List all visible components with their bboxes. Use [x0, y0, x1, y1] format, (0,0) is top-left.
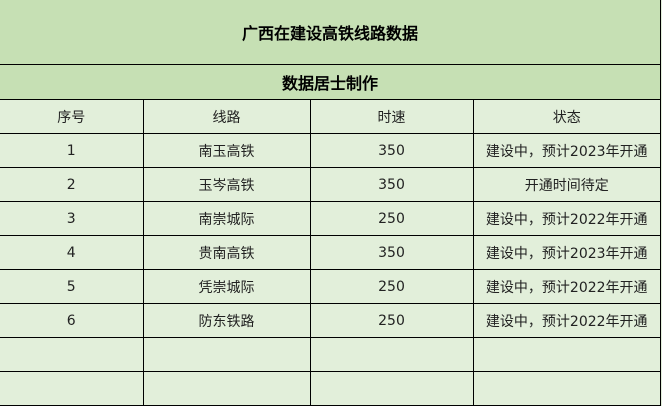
sheet-title: 广西在建设高铁线路数据 — [0, 0, 660, 65]
row-number-cell[interactable] — [0, 371, 144, 406]
status-cell[interactable]: 建设中，预计2022年开通 — [472, 303, 661, 338]
status-cell[interactable]: 建设中，预计2023年开通 — [472, 133, 661, 168]
table-row: 5 凭崇城际 250 建设中，预计2022年开通 — [0, 269, 661, 304]
status-cell[interactable] — [472, 371, 661, 406]
speed-cell[interactable] — [309, 371, 474, 406]
row-number-cell[interactable]: 2 — [0, 167, 144, 202]
row-number-cell[interactable]: 4 — [0, 235, 144, 270]
header-row: 序号 线路 时速 状态 — [0, 100, 661, 134]
row-number-cell[interactable] — [0, 337, 144, 372]
empty-row — [0, 337, 661, 372]
rail-table: 序号 线路 时速 状态 1 南玉高铁 350 建设中，预计2023年开通 2 玉岑高铁 35… — [0, 100, 661, 406]
row-number-cell[interactable]: 6 — [0, 303, 144, 338]
status-cell[interactable] — [472, 337, 661, 372]
header-cell[interactable]: 时速 — [309, 100, 474, 134]
speed-cell[interactable]: 350 — [309, 167, 474, 202]
line-name-cell[interactable] — [142, 371, 311, 406]
table-row: 4 贵南高铁 350 建设中，预计2023年开通 — [0, 235, 661, 270]
table-row: 1 南玉高铁 350 建设中，预计2023年开通 — [0, 133, 661, 168]
line-name-cell[interactable]: 凭崇城际 — [142, 269, 311, 304]
row-number-cell[interactable]: 5 — [0, 269, 144, 304]
line-name-cell[interactable]: 南玉高铁 — [142, 133, 311, 168]
sheet-subtitle: 数据居士制作 — [0, 65, 660, 100]
speed-cell[interactable]: 350 — [309, 235, 474, 270]
speed-cell[interactable]: 250 — [309, 269, 474, 304]
speed-cell[interactable]: 250 — [309, 201, 474, 236]
header-cell[interactable]: 线路 — [142, 100, 311, 134]
status-cell[interactable]: 开通时间待定 — [472, 167, 661, 202]
speed-cell[interactable]: 350 — [309, 133, 474, 168]
table-row: 2 玉岑高铁 350 开通时间待定 — [0, 167, 661, 202]
header-cell[interactable]: 序号 — [0, 100, 144, 134]
speed-cell[interactable] — [309, 337, 474, 372]
status-cell[interactable]: 建设中，预计2022年开通 — [472, 201, 661, 236]
line-name-cell[interactable]: 南崇城际 — [142, 201, 311, 236]
row-number-cell[interactable]: 3 — [0, 201, 144, 236]
table-row: 3 南崇城际 250 建设中，预计2022年开通 — [0, 201, 661, 236]
speed-cell[interactable]: 250 — [309, 303, 474, 338]
header-cell[interactable]: 状态 — [472, 100, 661, 134]
line-name-cell[interactable]: 贵南高铁 — [142, 235, 311, 270]
empty-row — [0, 371, 661, 406]
status-cell[interactable]: 建设中，预计2022年开通 — [472, 269, 661, 304]
row-number-cell[interactable]: 1 — [0, 133, 144, 168]
table-row: 6 防东铁路 250 建设中，预计2022年开通 — [0, 303, 661, 338]
line-name-cell[interactable]: 防东铁路 — [142, 303, 311, 338]
line-name-cell[interactable]: 玉岑高铁 — [142, 167, 311, 202]
status-cell[interactable]: 建设中，预计2023年开通 — [472, 235, 661, 270]
line-name-cell[interactable] — [142, 337, 311, 372]
